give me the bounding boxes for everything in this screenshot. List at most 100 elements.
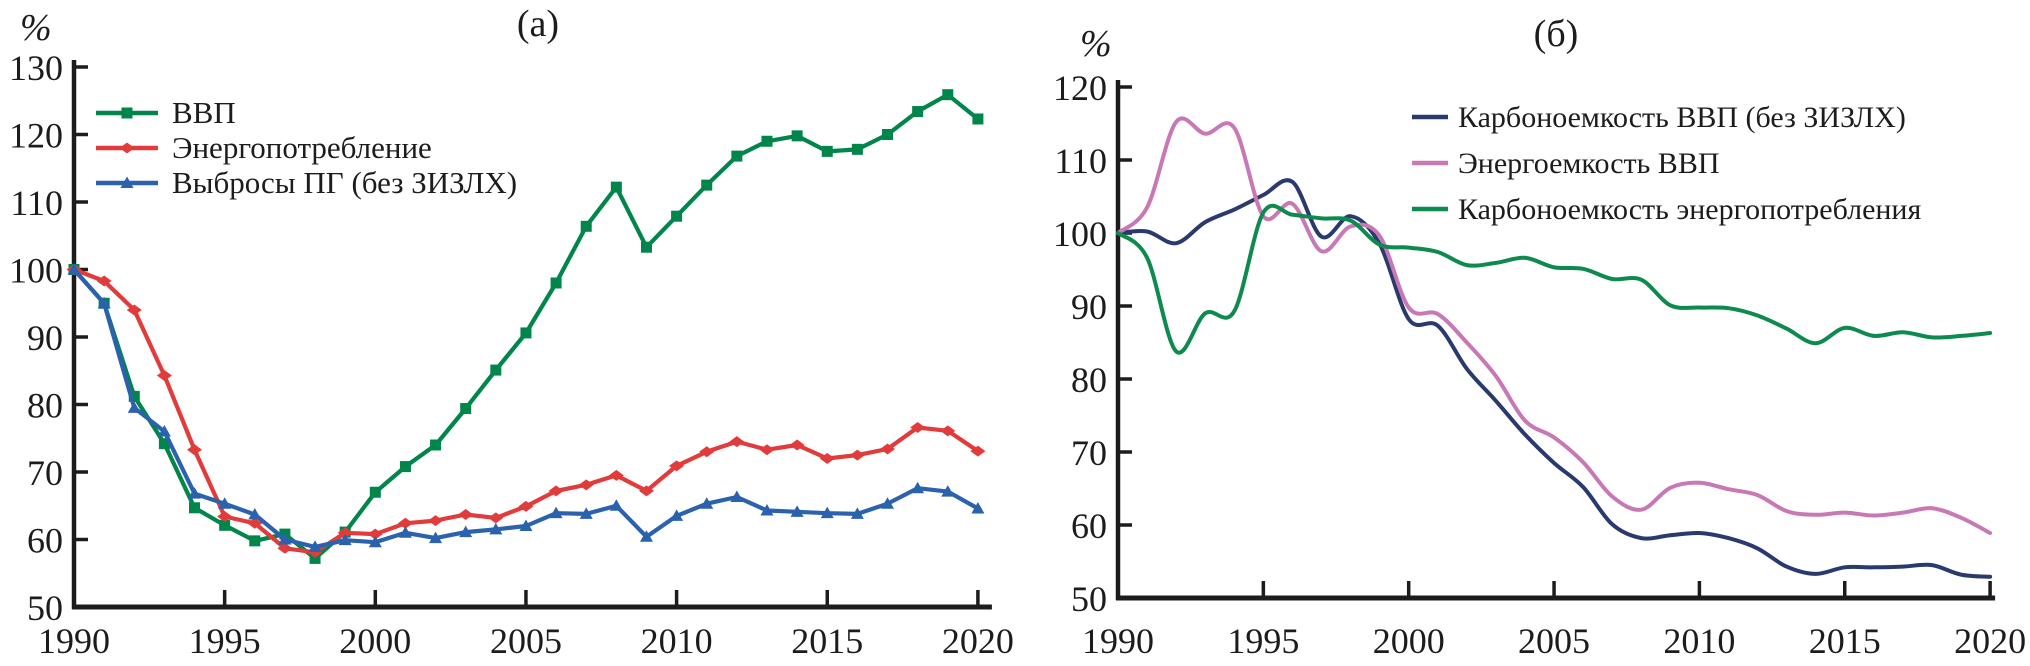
series-point-diamond — [247, 517, 263, 529]
series-point-triangle — [338, 533, 352, 546]
series-line — [1116, 203, 1993, 355]
series-point-diamond — [819, 453, 835, 464]
series-point-square — [882, 129, 894, 140]
series-point-triangle — [820, 506, 834, 519]
legend-item-label: Выбросы ПГ (без ЗИЗЛХ) — [172, 165, 517, 200]
y-tick-label: 100 — [1053, 214, 1107, 254]
series-point-square — [121, 107, 133, 119]
series-point-triangle — [157, 425, 171, 437]
legend-item-label: Энергоемкость ВВП — [1458, 147, 1720, 180]
series-point-square — [158, 438, 170, 450]
y-tick-label: 60 — [1071, 506, 1107, 546]
series-point-triangle — [248, 508, 262, 520]
y-tick-label: 60 — [27, 521, 63, 561]
series-point-square — [942, 89, 954, 101]
series-point-diamond — [428, 515, 444, 527]
series-point-diamond — [759, 444, 775, 456]
series-point-triangle — [97, 296, 111, 309]
series-point-square — [671, 210, 683, 222]
series-line — [1116, 178, 1993, 579]
x-tick-label: 2010 — [1663, 621, 1735, 661]
series-point-triangle — [790, 505, 804, 517]
series-point-diamond — [217, 511, 233, 523]
legend-item-label: Карбоноемкость ВВП (без ЗИЗЛХ) — [1458, 101, 1906, 134]
y-tick-label: 90 — [1071, 287, 1107, 327]
x-tick-label: 2020 — [942, 621, 1014, 661]
series-point-square — [731, 150, 743, 162]
series-point-triangle — [579, 507, 593, 519]
y-tick-label: 110 — [1054, 141, 1107, 181]
series-point-triangle — [188, 487, 202, 499]
series-point-diamond — [458, 509, 474, 521]
series-point-square — [640, 241, 652, 253]
series-point-triangle — [639, 530, 653, 542]
series-point-square — [309, 552, 321, 564]
x-tick-label: 2000 — [339, 621, 411, 661]
series-point-square — [219, 519, 231, 531]
series-point-square — [972, 113, 984, 125]
series-point-diamond — [119, 142, 135, 154]
x-tick-label: 2010 — [641, 621, 713, 661]
series-point-triangle — [308, 540, 322, 552]
series-point-diamond — [669, 460, 685, 472]
series-point-triangle — [941, 485, 955, 497]
series-point-triangle — [971, 501, 985, 514]
y-tick-label: 90 — [27, 318, 63, 358]
series-point-triangle — [911, 481, 925, 494]
series-point-triangle — [760, 503, 774, 516]
series-point-triangle — [881, 497, 895, 509]
series-point-diamond — [699, 446, 715, 458]
x-tick-label: 1995 — [1227, 621, 1299, 661]
series-point-triangle — [218, 497, 232, 509]
series-point-diamond — [578, 479, 594, 491]
y-tick-label: 130 — [9, 48, 63, 88]
y-tick-label: 70 — [1071, 433, 1107, 473]
x-tick-label: 1995 — [189, 621, 261, 661]
series-point-triangle — [730, 490, 744, 502]
series-point-diamond — [126, 304, 142, 316]
series-point-square — [550, 277, 562, 289]
y-tick-label: 120 — [9, 116, 63, 156]
series-point-triangle — [278, 533, 292, 545]
x-tick-label: 2015 — [1809, 621, 1881, 661]
series-point-square — [399, 461, 411, 473]
x-tick-label: 1990 — [38, 621, 110, 661]
series-point-triangle — [429, 531, 443, 544]
series-point-triangle — [670, 509, 684, 521]
series-point-square — [761, 135, 773, 147]
series-point-triangle — [120, 176, 134, 188]
series-point-triangle — [549, 506, 563, 519]
y-tick-label: 80 — [27, 386, 63, 426]
series-point-diamond — [397, 517, 413, 529]
series-point-square — [580, 220, 592, 232]
legend-item-label: Карбоноемкость энергопотребления — [1458, 193, 1921, 226]
series-point-square — [791, 130, 803, 142]
series-line — [1116, 116, 1993, 535]
series-point-diamond — [488, 512, 504, 524]
series-point-square — [189, 502, 201, 514]
legend-item-label: Энергопотребление — [172, 130, 432, 165]
series-point-diamond — [548, 485, 564, 497]
series-point-diamond — [849, 449, 865, 461]
panel-b-y-unit-label: % — [1080, 23, 1112, 65]
panel-b-title: (б) — [1533, 13, 1579, 55]
series-point-square — [821, 145, 833, 157]
y-tick-label: 50 — [1071, 579, 1107, 619]
series-point-triangle — [609, 499, 623, 511]
series-point-diamond — [277, 542, 293, 554]
series-point-square — [912, 106, 924, 118]
legend-item-label: ВВП — [172, 95, 236, 130]
series-point-diamond — [367, 528, 383, 540]
series-point-square — [128, 390, 140, 402]
series-point-square — [490, 364, 502, 376]
series-point-square — [851, 143, 863, 155]
y-tick-label: 120 — [1053, 68, 1107, 108]
series-point-triangle — [67, 263, 81, 275]
series-point-square — [701, 179, 713, 191]
y-tick-label: 110 — [10, 183, 63, 223]
panel-a-title: (а) — [516, 3, 560, 45]
series-point-diamond — [940, 425, 956, 437]
x-tick-label: 2015 — [791, 621, 863, 661]
